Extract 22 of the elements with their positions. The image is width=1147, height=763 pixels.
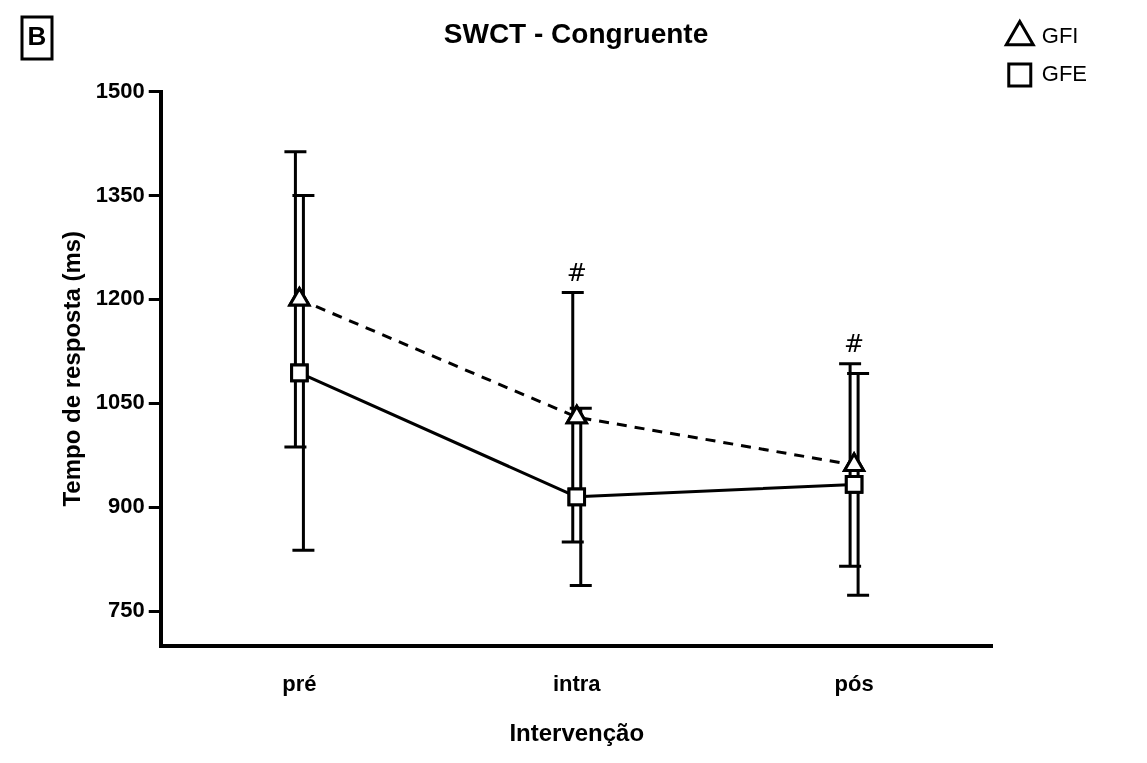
text: B bbox=[27, 21, 47, 52]
y-axis-title: Tempo de resposta (ms) bbox=[58, 230, 86, 507]
x-tick-label: intra bbox=[552, 671, 602, 697]
legend-label: GFE bbox=[1041, 61, 1088, 87]
x-tick-label: pré bbox=[282, 671, 317, 697]
x-tick-label: pós bbox=[834, 671, 874, 697]
point bbox=[844, 475, 864, 494]
y-tick-label: 1200 bbox=[95, 285, 145, 311]
annotation: # bbox=[844, 330, 865, 359]
legend-label: GFI bbox=[1041, 23, 1079, 49]
y-tick-label: 1500 bbox=[95, 77, 145, 103]
y-tick-label: 900 bbox=[108, 493, 145, 519]
y-tick-label: 1350 bbox=[95, 181, 145, 207]
chart-title: SWCT - Congruente bbox=[443, 17, 709, 49]
y-tick-label: 1050 bbox=[95, 389, 145, 415]
point bbox=[288, 286, 311, 307]
point bbox=[567, 487, 587, 507]
annotation: # bbox=[566, 258, 587, 287]
y-tick-label: 750 bbox=[108, 597, 145, 623]
point bbox=[565, 404, 588, 425]
point bbox=[290, 363, 309, 383]
x-axis-title: Intervenção bbox=[509, 719, 645, 747]
